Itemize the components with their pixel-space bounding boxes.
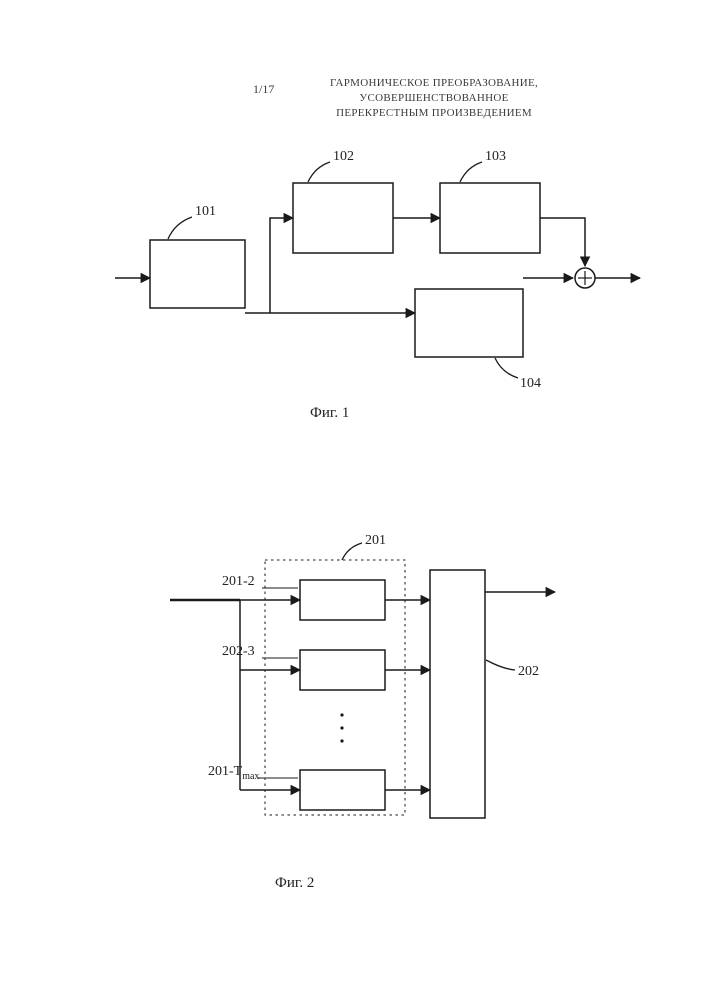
figure-1-caption: Фиг. 1 [310,405,349,422]
page-number: 1/17 [253,82,274,97]
leader-102 [308,162,330,182]
title-line-2: УСОВЕРШЕНСТВОВАННОЕ [359,92,508,104]
figure-2: 201 201-2 202-3 201-Tmax 202 [110,530,610,850]
ellipsis-dots [340,713,343,742]
block-201-tmax [300,770,385,810]
block-202-3 [300,650,385,690]
block-103 [440,183,540,253]
edge-branch-102 [270,218,293,313]
edge-103-sum [540,218,585,266]
label-202-3: 202-3 [222,644,255,659]
leader-201 [342,543,362,560]
label-201-tmax: 201-Tmax [208,764,259,782]
block-101 [150,240,245,308]
title-line-3: ПЕРЕКРЕСТНЫМ ПРОИЗВЕДЕНИЕМ [336,107,532,119]
label-103: 103 [485,149,506,164]
figure-1: 101 102 103 104 [60,135,660,395]
label-202: 202 [518,664,539,679]
label-201-2: 201-2 [222,574,255,589]
figure-2-caption: Фиг. 2 [275,875,314,892]
label-101: 101 [195,204,216,219]
leader-103 [460,162,482,182]
page: 1/17 ГАРМОНИЧЕСКОЕ ПРЕОБРАЗОВАНИЕ, УСОВЕ… [0,0,707,1000]
leader-101 [168,217,192,239]
leader-202 [486,660,515,670]
label-104: 104 [520,376,541,391]
title-line-1: ГАРМОНИЧЕСКОЕ ПРЕОБРАЗОВАНИЕ, [330,77,538,89]
block-102 [293,183,393,253]
block-202 [430,570,485,818]
leader-104 [495,358,518,378]
label-201-tmax-sub: max [242,771,259,782]
label-201: 201 [365,533,386,548]
label-102: 102 [333,149,354,164]
block-104 [415,289,523,357]
label-201-tmax-prefix: 201-T [208,764,243,779]
block-201-2 [300,580,385,620]
document-title: ГАРМОНИЧЕСКОЕ ПРЕОБРАЗОВАНИЕ, УСОВЕРШЕНС… [330,76,538,121]
summation-node [575,268,595,288]
